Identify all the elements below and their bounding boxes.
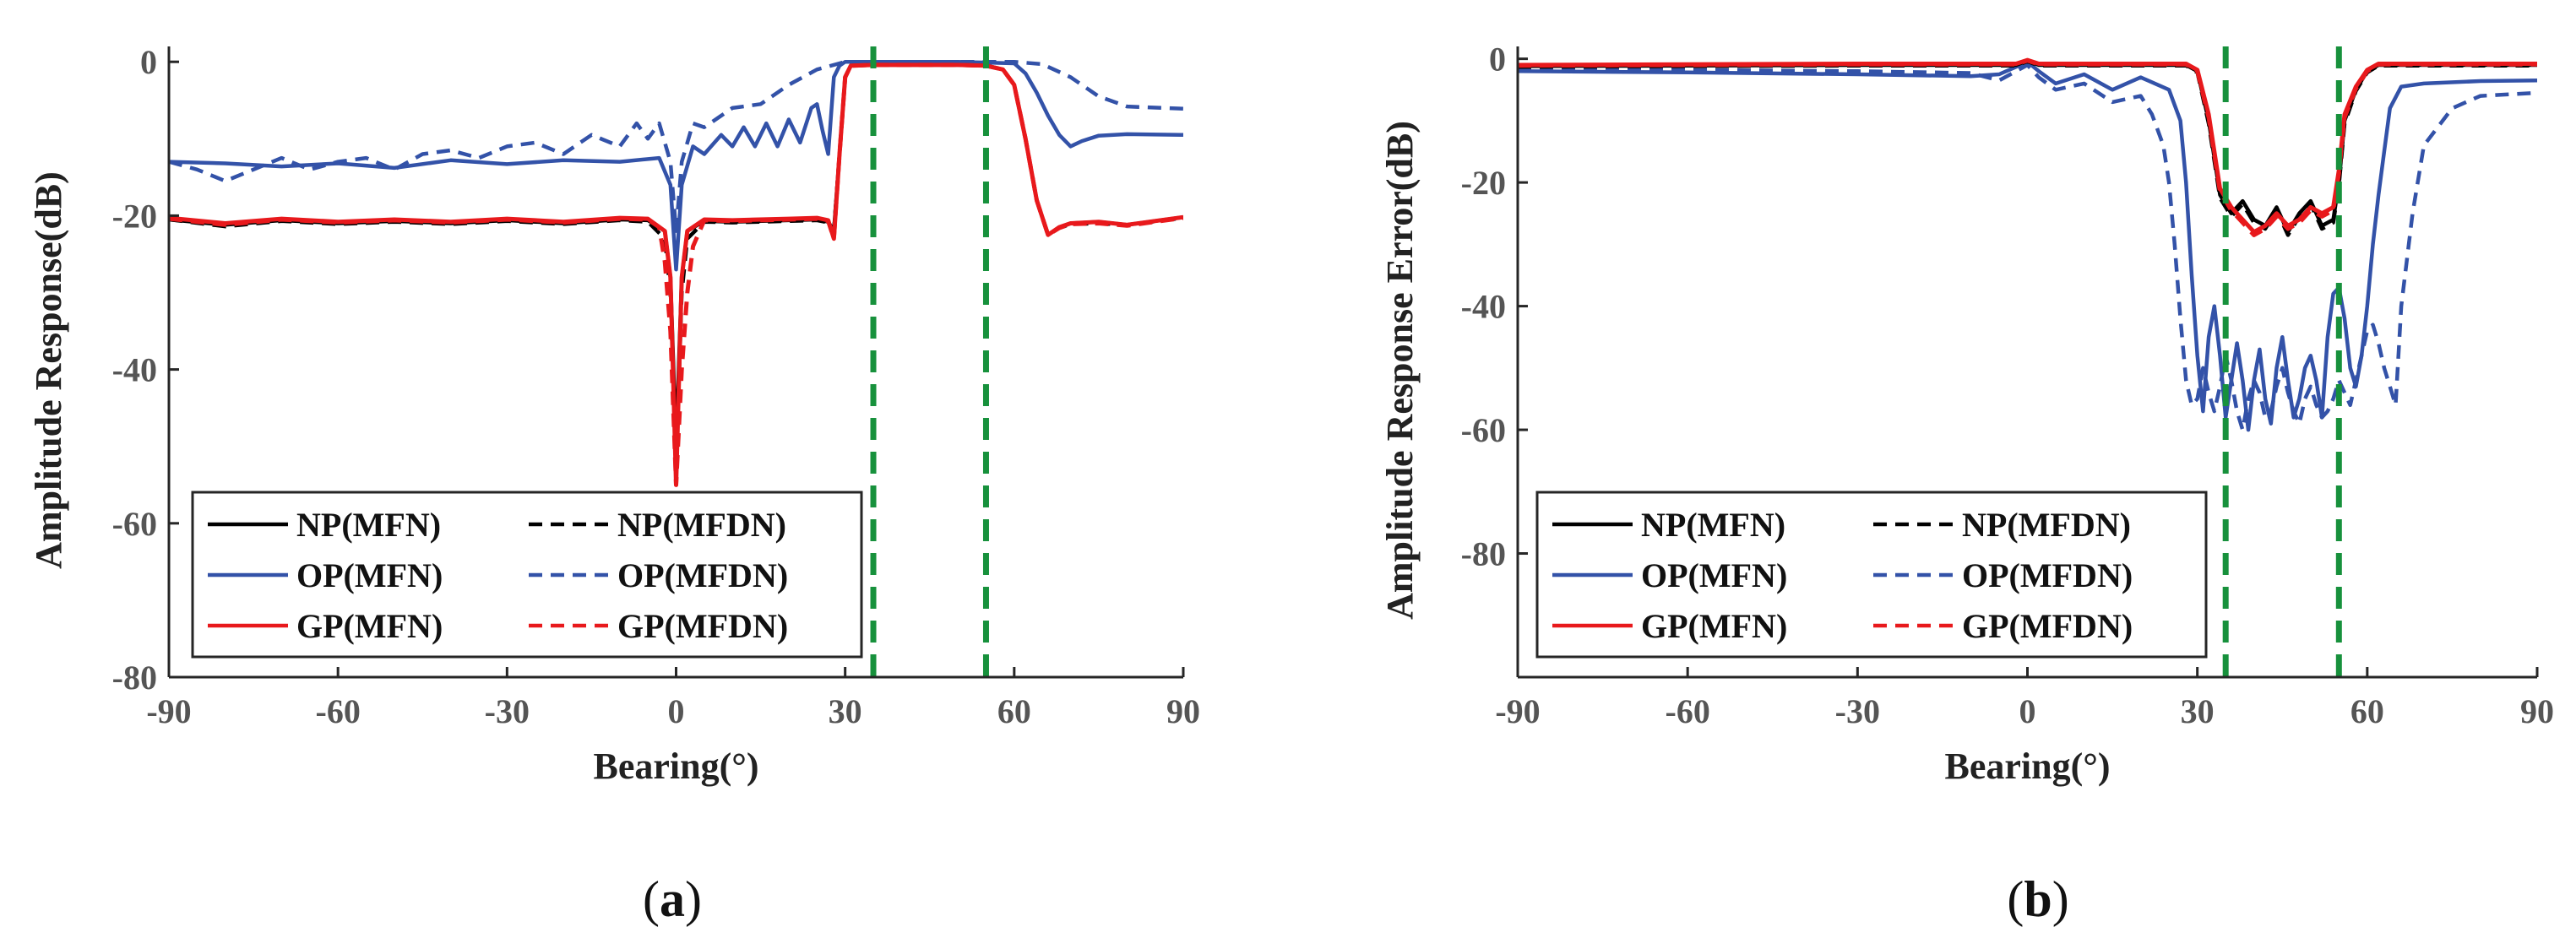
y-tick-label: -80 [112,659,157,697]
x-tick-label: -30 [1835,692,1880,730]
x-tick-label: -30 [485,692,530,730]
series-group [1518,57,2537,432]
y-tick-label: -40 [112,351,157,389]
legend-label: OP(MFDN) [1962,556,2133,594]
legend-box [191,491,863,659]
y-tick-label: -60 [112,505,157,543]
y-tick-label: -60 [1461,411,1506,449]
legend-label: NP(MFDN) [1962,506,2131,544]
legend-label: NP(MFN) [1641,506,1785,544]
x-tick-label: -60 [1666,692,1710,730]
y-tick-label: 0 [1489,41,1506,79]
legend: NP(MFN) NP(MFDN) OP(MFN) OP(MFDN) GP(MFN) GP(… [1535,491,2208,659]
y-tick-label: -80 [1461,535,1506,573]
legend-label: GP(MFN) [1641,607,1787,645]
legend-label: OP(MFN) [296,556,443,594]
legend: NP(MFN) NP(MFDN) OP(MFN) OP(MFDN) GP(MFN) GP(… [191,491,863,659]
series-line-op-mfn [1518,60,2537,432]
legend-label: GP(MFDN) [617,607,788,645]
series-line-gp-mfn [169,62,1183,487]
x-tick-label: 0 [2019,692,2036,730]
y-tick-label: -20 [1461,164,1506,202]
x-axis-label: Bearing(°) [1944,746,2110,787]
legend-label: GP(MFN) [296,607,443,645]
x-axis-label: Bearing(°) [593,746,758,787]
series-line-op-mfn [169,59,1183,272]
y-axis-label: Amplitude Response(dB) [28,171,69,569]
legend-label: OP(MFDN) [617,556,788,594]
x-tick-label: 60 [2350,692,2384,730]
series-line-gp-mfdn [1518,58,2537,237]
x-tick-label: -90 [146,692,191,730]
x-tick-label: -90 [1495,692,1540,730]
chart-0: -90 -60 -30 0 30 60 90 0 -20 -40 -60 -80 Bearing(°) A… [28,43,1200,787]
x-tick-label: -60 [316,692,361,730]
legend-label: NP(MFN) [296,506,441,544]
x-tick-label: 0 [668,692,685,730]
legend-label: GP(MFDN) [1962,607,2133,645]
y-tick-label: 0 [140,43,157,81]
x-tick-label: 90 [2520,692,2554,730]
legend-box [1535,491,2208,659]
y-tick-label: -40 [1461,288,1506,326]
legend-label: NP(MFDN) [617,506,786,544]
x-tick-label: 30 [829,692,862,730]
series-line-op-mfdn [169,59,1183,233]
panel-label-b: (b) [2007,871,2068,927]
y-tick-label: -20 [112,197,157,235]
series-line-op-mfdn [1518,62,2537,432]
y-axis-label: Amplitude Response Error(dB) [1379,121,1421,620]
panel-label-a: (a) [643,871,702,927]
series-group [169,59,1183,487]
legend-label: OP(MFN) [1641,556,1787,594]
x-tick-label: 30 [2181,692,2215,730]
x-tick-label: 60 [997,692,1031,730]
x-tick-label: 90 [1166,692,1200,730]
chart-1: -90 -60 -30 0 30 60 90 0 -20 -40 -60 -80 Bearing(°) A… [1379,41,2554,787]
